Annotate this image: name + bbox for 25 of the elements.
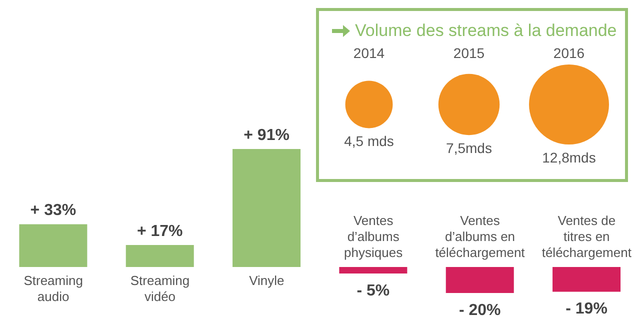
data-label: 12,8mds xyxy=(542,150,596,166)
category-label: 2014 xyxy=(353,45,385,61)
x-tick-label: Vinyle xyxy=(249,273,284,288)
data-label: - 20% xyxy=(458,302,501,319)
data-label: 7,5mds xyxy=(446,140,492,156)
x-tick-label: Ventes de titres en téléchargement xyxy=(542,213,632,260)
x-tick-label: Ventes d’albums en téléchargement xyxy=(435,213,526,260)
x-tick-label: Ventes d’albums physiques xyxy=(344,213,404,260)
category-label: 2015 xyxy=(453,45,485,61)
x-tick-label: Streaming vidéo xyxy=(130,273,190,304)
data-label: + 33% xyxy=(30,202,76,220)
data-label: + 17% xyxy=(136,223,183,240)
data-label: 4,5 mds xyxy=(344,133,394,150)
x-tick-label: Streaming audio xyxy=(24,273,83,304)
data-label: + 91% xyxy=(244,127,290,144)
bar xyxy=(446,267,514,293)
data-label: - 5% xyxy=(356,282,390,300)
bar xyxy=(126,245,194,268)
bar xyxy=(232,149,301,268)
data-label: - 19% xyxy=(566,300,608,318)
bar xyxy=(552,267,621,292)
bar xyxy=(19,224,88,268)
bar xyxy=(339,267,408,274)
category-label: 2016 xyxy=(553,45,585,61)
text: Volume des streams à la demande xyxy=(355,21,617,41)
